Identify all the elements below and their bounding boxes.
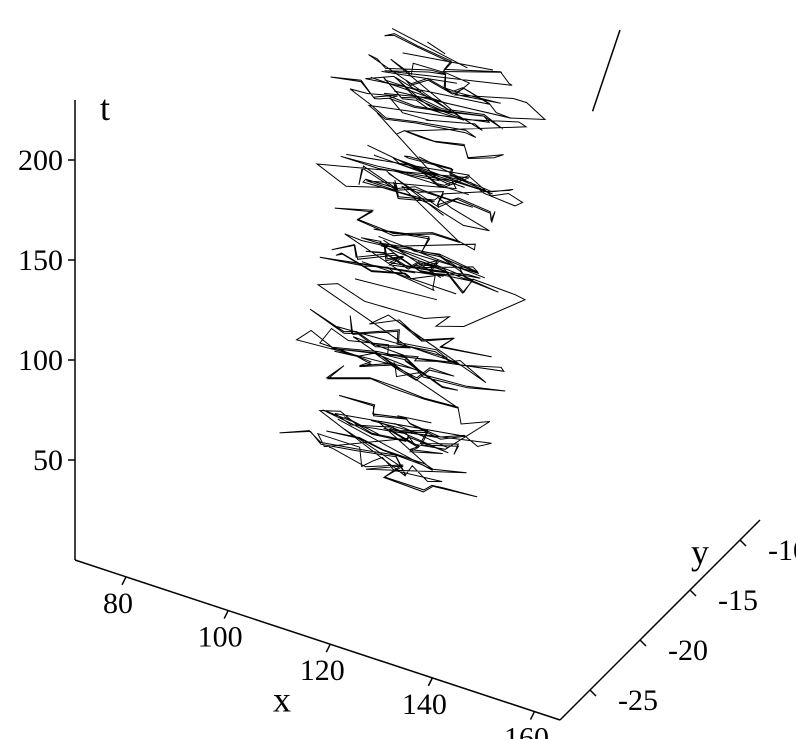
t-tick-label: 50 — [33, 444, 63, 477]
x-tick-label: 140 — [402, 688, 447, 721]
trajectory-path — [280, 34, 545, 497]
y-tick-label: -15 — [718, 584, 758, 617]
t-tick-label: 150 — [18, 244, 63, 277]
trajectory-segment — [355, 279, 437, 300]
t-tick-label: 200 — [18, 144, 63, 177]
y-axis-label: y — [691, 532, 709, 572]
t-axis-label: t — [100, 88, 110, 128]
trajectory-segment — [397, 416, 431, 423]
t-tick-label: 100 — [18, 344, 63, 377]
x-tick-label: 160 — [504, 722, 549, 739]
trajectory-segment — [419, 157, 466, 181]
y-tick-label: -20 — [668, 634, 708, 667]
x-tick-label: 100 — [198, 621, 243, 654]
y-tick-label: -25 — [618, 684, 658, 717]
trajectory-segment — [403, 53, 493, 70]
trajectory-segment — [392, 28, 467, 68]
x-tick-label: 80 — [103, 587, 133, 620]
chart-svg: 50 100 150 200 t 80 100 120 140 160 x -10 -15 -20 -25 y — [0, 0, 796, 739]
trajectory-segment — [394, 423, 448, 447]
y-tick-label: -10 — [768, 534, 796, 567]
x-tick-label: 120 — [300, 654, 345, 687]
trajectory-3d-chart: 50 100 150 200 t 80 100 120 140 160 x -10 -15 -20 -25 y — [0, 0, 796, 739]
x-axis-label: x — [273, 680, 291, 720]
